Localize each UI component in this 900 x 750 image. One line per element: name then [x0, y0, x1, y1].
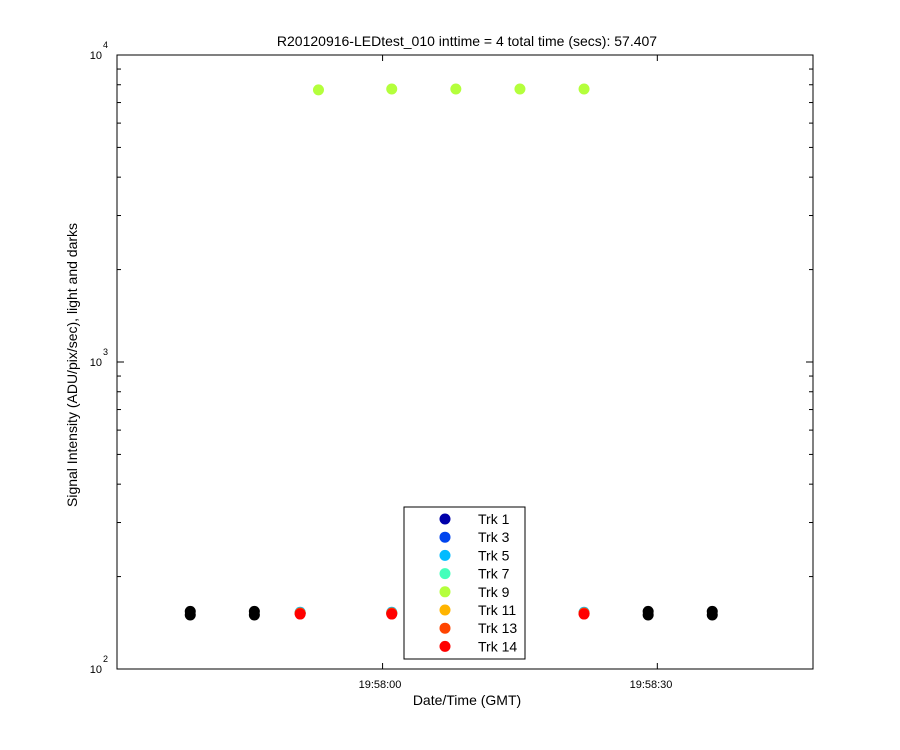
data-point	[248, 605, 260, 617]
data-point	[706, 605, 718, 617]
data-point	[386, 608, 398, 620]
y-tick-label: 10	[90, 50, 102, 62]
x-axis-label: Date/Time (GMT)	[413, 692, 521, 708]
legend-marker	[439, 531, 451, 543]
data-point	[514, 83, 526, 95]
legend-label: Trk 13	[478, 620, 517, 636]
legend-marker	[439, 586, 451, 598]
legend-marker	[439, 622, 451, 634]
legend-label: Trk 11	[478, 602, 516, 618]
data-point	[642, 605, 654, 617]
chart-title: R20120916-LEDtest_010 inttime = 4 total …	[277, 33, 657, 49]
y-tick-exponent: 4	[103, 40, 108, 50]
legend-marker	[439, 568, 451, 580]
legend-marker	[439, 640, 451, 652]
y-tick-label: 10	[90, 357, 102, 369]
data-points	[184, 83, 718, 621]
y-tick-exponent: 3	[103, 347, 108, 357]
legend-label: Trk 3	[478, 529, 510, 545]
legend-marker	[439, 604, 451, 616]
data-point	[386, 83, 398, 95]
legend-label: Trk 9	[478, 584, 510, 600]
data-point	[312, 84, 324, 96]
x-tick-label: 19:58:30	[630, 679, 673, 691]
legend-box	[403, 506, 526, 660]
x-tick-label: 19:58:00	[359, 679, 402, 691]
y-tick-exponent: 2	[103, 654, 108, 664]
data-point	[294, 608, 306, 620]
legend-label: Trk 14	[478, 638, 517, 654]
legend-items: Trk 1 Trk 3 Trk 5 Trk 7 Trk 9 Trk 11 Trk 13 Trk…	[439, 511, 517, 654]
legend-label: Trk 1	[478, 511, 510, 527]
legend-label: Trk 5	[478, 547, 510, 563]
legend: Trk 1 Trk 3 Trk 5 Trk 7 Trk 9 Trk 11 Trk 13 Trk…	[403, 506, 526, 660]
legend-marker	[439, 549, 451, 561]
axis-ticks	[117, 55, 813, 669]
y-axis-label: Signal Intensity (ADU/pix/sec), light an…	[64, 223, 80, 507]
data-point	[184, 605, 196, 617]
data-point	[450, 83, 462, 95]
legend-label: Trk 7	[478, 566, 510, 582]
data-point	[578, 83, 590, 95]
legend-marker	[439, 513, 451, 525]
data-point	[578, 608, 590, 620]
y-tick-label: 10	[90, 664, 102, 676]
